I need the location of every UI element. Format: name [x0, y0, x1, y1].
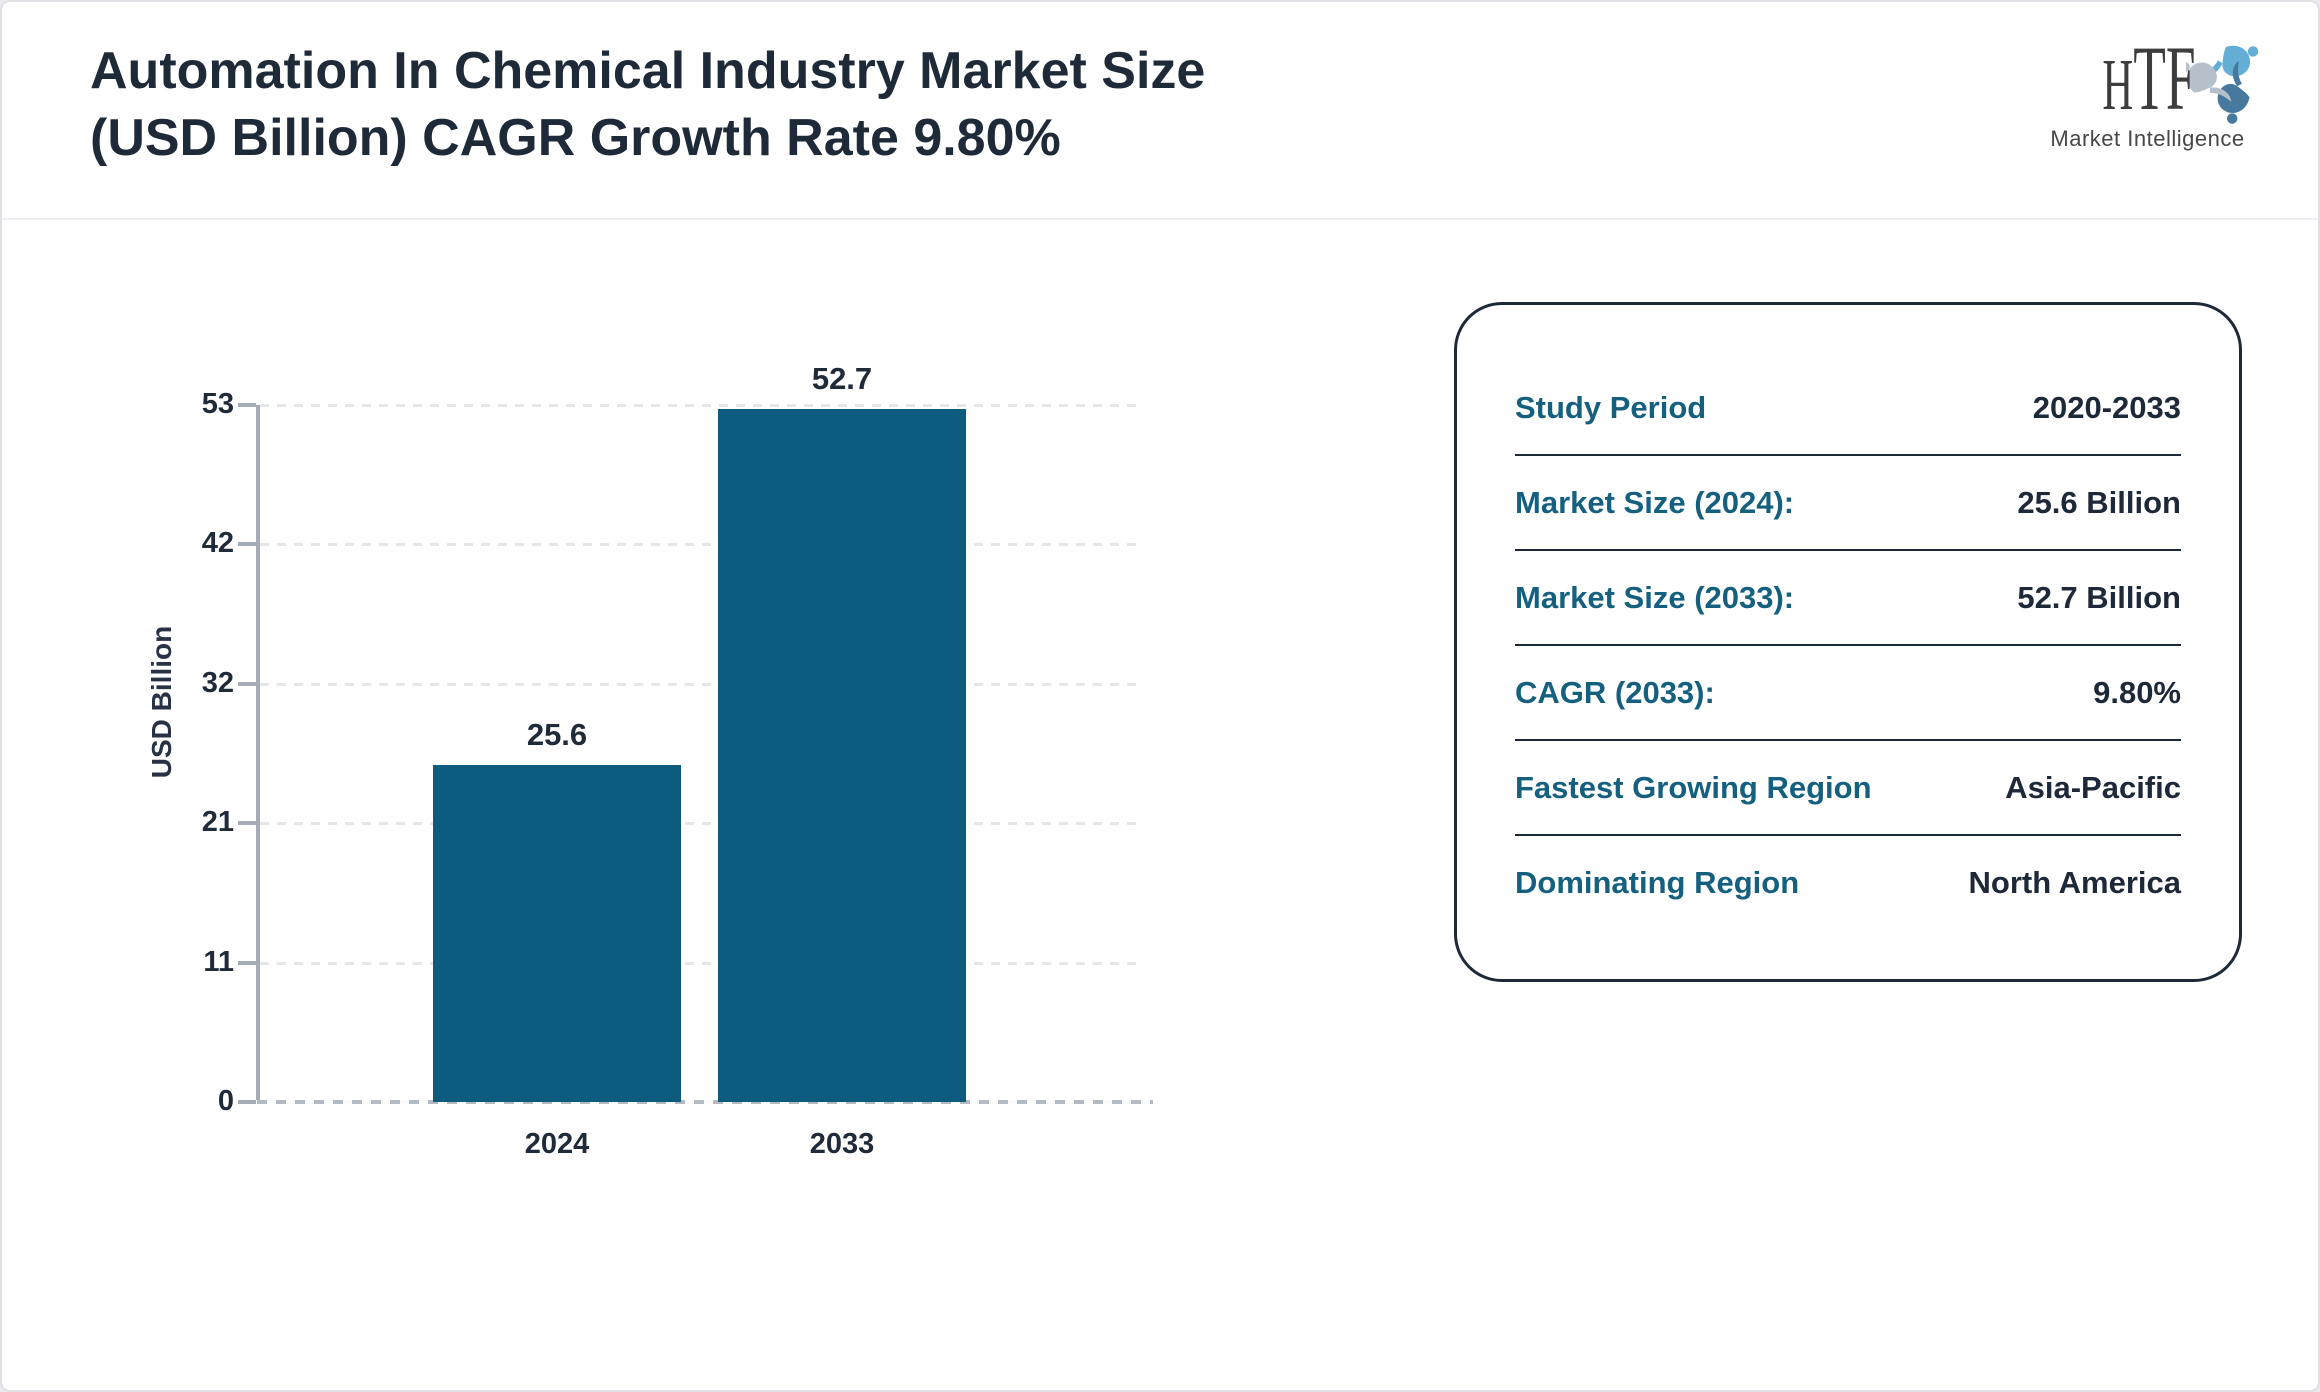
panel-row-value: 9.80%	[2093, 674, 2181, 710]
bar-value-label: 25.6	[526, 717, 588, 753]
gridline	[260, 404, 1139, 407]
plot-area: 0 11 21 32 42 53 25.6 2024 52.7 2033	[202, 361, 1153, 1160]
panel-row: Market Size (2033): 52.7 Billion	[1515, 551, 2181, 646]
panel-row-value: 2020-2033	[2032, 389, 2181, 425]
y-tick-mark	[238, 960, 256, 965]
y-tick-label: 11	[203, 945, 234, 978]
x-tick-label: 2033	[809, 1128, 875, 1160]
bar-slot: 52.7	[718, 361, 966, 1102]
x-axis-baseline	[238, 1100, 1153, 1104]
y-tick-label: 21	[201, 806, 234, 839]
y-tick-mark	[238, 821, 256, 826]
panel-row-label: CAGR (2033):	[1515, 674, 1715, 710]
gridline	[260, 543, 1139, 547]
panel-row-value: North America	[1968, 864, 2181, 900]
header-divider	[2, 218, 2318, 220]
page-title-line1: Automation In Chemical Industry Market S…	[90, 42, 1206, 100]
y-tick-label: 42	[201, 527, 234, 560]
x-tick-label: 2024	[524, 1128, 590, 1160]
panel-row-label: Dominating Region	[1515, 864, 1800, 900]
bar	[433, 765, 681, 1102]
bar-value-label: 52.7	[811, 360, 873, 396]
brand-logo-row: HTF	[2035, 28, 2260, 132]
bar	[718, 408, 966, 1102]
y-tick-label: 32	[201, 666, 234, 699]
bar-slot: 25.6	[433, 405, 681, 1102]
panel-row: CAGR (2033): 9.80%	[1515, 646, 2181, 741]
y-tick-mark	[238, 681, 256, 686]
panel-row: Dominating Region North America	[1515, 836, 2181, 929]
y-tick-label: 53	[201, 388, 234, 420]
panel-row-value: Asia-Pacific	[2005, 769, 2181, 805]
y-tick-mark	[238, 1100, 256, 1104]
panel-row: Study Period 2020-2033	[1515, 361, 2181, 456]
panel-row-label: Market Size (2033):	[1515, 579, 1795, 615]
brand-logo-text: HTF	[2102, 27, 2196, 129]
y-axis-line	[256, 405, 260, 1104]
y-tick-mark	[238, 542, 256, 547]
gridline	[260, 961, 1139, 965]
y-tick-label: 0	[217, 1085, 234, 1117]
brand-logo-subtext: Market Intelligence	[2050, 126, 2245, 151]
y-tick-mark	[238, 403, 256, 407]
people-swirl-icon	[2185, 45, 2258, 124]
panel-row-value: 52.7 Billion	[2017, 579, 2181, 615]
y-axis-title: USD Billion	[146, 625, 177, 779]
panel-row-label: Fastest Growing Region	[1515, 769, 1872, 805]
panel-row-label: Market Size (2024):	[1515, 484, 1795, 520]
gridline	[260, 822, 1139, 826]
panel-row: Fastest Growing Region Asia-Pacific	[1515, 741, 2181, 836]
page-title: Automation In Chemical Industry Market S…	[90, 38, 1205, 172]
info-panel: Study Period 2020-2033 Market Size (2024):…	[1454, 302, 2242, 982]
page-title-line2: (USD Billion) CAGR Growth Rate 9.80%	[90, 109, 1061, 167]
brand-logo: HTF Market Intelligence	[2035, 28, 2260, 152]
panel-row: Market Size (2024): 25.6 Billion	[1515, 456, 2181, 551]
gridline	[260, 682, 1139, 686]
panel-row-value: 25.6 Billion	[2017, 484, 2181, 520]
panel-row-label: Study Period	[1515, 389, 1707, 425]
